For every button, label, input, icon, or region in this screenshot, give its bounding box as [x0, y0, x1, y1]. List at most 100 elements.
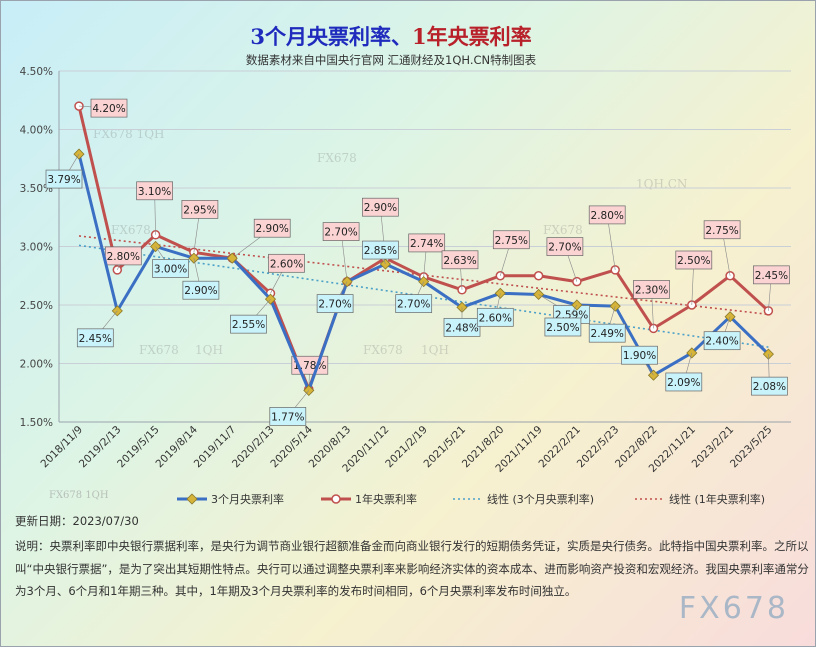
data-label: 2.50% — [546, 322, 579, 334]
y-tick-label: 4.50% — [20, 66, 53, 78]
y-tick-label: 4.00% — [20, 125, 53, 137]
data-label: 2.60% — [270, 258, 303, 270]
legend-item: 线性 (3个月央票利率) — [453, 492, 594, 506]
data-label-box — [182, 280, 220, 300]
data-label-box — [362, 197, 399, 217]
legend-item: 线性 (1年央票利率) — [635, 492, 765, 506]
y-tick-label: 3.00% — [20, 242, 53, 254]
data-label-box — [152, 259, 189, 278]
watermark: FX678 — [317, 151, 357, 165]
data-label: 2.70% — [324, 227, 357, 239]
data-label-box — [90, 98, 128, 118]
data-label: 2.80% — [591, 210, 624, 222]
legend-marker — [331, 494, 341, 504]
data-label: 2.95% — [183, 204, 216, 216]
y-tick-label: 2.00% — [20, 359, 53, 371]
data-label: 3.10% — [138, 186, 171, 198]
data-label-box — [441, 250, 479, 270]
watermark: FX678 1QH — [93, 127, 165, 141]
watermark: FX678 — [111, 223, 151, 237]
data-label: 3.79% — [47, 174, 80, 186]
watermark: FX678 — [139, 343, 179, 357]
data-label: 1.90% — [623, 350, 656, 362]
data-label-box — [675, 250, 713, 270]
legend-label: 线性 (3个月央票利率) — [487, 492, 594, 506]
data-label: 2.60% — [479, 312, 512, 324]
data-label-box — [588, 323, 626, 343]
data-label-box — [703, 220, 741, 240]
data-label: 2.75% — [495, 235, 528, 247]
data-label: 2.09% — [667, 377, 700, 389]
watermark: 1QH — [195, 343, 223, 357]
data-label-box — [230, 314, 267, 334]
data-label-box — [443, 317, 481, 337]
data-label: 2.48% — [445, 322, 478, 334]
data-label-box — [546, 237, 584, 256]
x-tick-label: 2023/5/25 — [728, 424, 775, 471]
watermark: FX678 — [363, 343, 403, 357]
data-label: 3.00% — [154, 264, 187, 276]
chart-plot: 1.50%2.00%2.50%3.00%3.50%4.00%4.50%2018/… — [20, 66, 791, 506]
chart-title-part2: 1年央票利率 — [412, 24, 532, 49]
chart-title-part1: 3个月央票利率、 — [250, 24, 412, 49]
data-label-box — [136, 181, 173, 201]
data-point — [533, 271, 544, 281]
data-label-box — [492, 230, 530, 250]
data-label: 2.70% — [318, 299, 351, 311]
legend-marker — [186, 493, 198, 505]
data-label-box — [322, 222, 360, 241]
data-label-box — [703, 331, 741, 351]
data-label: 2.45% — [755, 270, 788, 282]
data-label-box — [476, 307, 514, 327]
watermark: 1QH — [421, 343, 449, 357]
data-label: 2.70% — [548, 242, 581, 254]
data-label-box — [621, 345, 658, 365]
data-label: 2.08% — [753, 381, 786, 393]
data-label: 2.63% — [443, 255, 476, 267]
data-label-box — [395, 294, 433, 313]
chart-note: 说明：央票利率即中央银行票据利率，是央行为调节商业银行超额准备金而向商业银行发行… — [15, 539, 809, 598]
watermark-logo: FX678 — [678, 591, 789, 626]
data-label: 2.90% — [364, 202, 397, 214]
data-label-box — [408, 233, 446, 253]
data-label-box — [753, 265, 790, 285]
legend-label: 1年央票利率 — [355, 492, 417, 506]
data-label: 2.40% — [705, 336, 738, 348]
data-label-box — [633, 280, 670, 299]
legend-item: 1年央票利率 — [321, 492, 417, 506]
data-label: 2.49% — [591, 328, 624, 340]
data-label: 2.90% — [184, 285, 217, 297]
data-label-box — [588, 205, 626, 225]
data-label: 2.30% — [635, 284, 668, 296]
update-date: 更新日期：2023/07/30 — [15, 514, 139, 528]
data-label-box — [316, 294, 354, 313]
chart-title: 3个月央票利率、1年央票利率 — [1, 21, 781, 51]
data-label-box — [665, 372, 703, 392]
data-label-box — [181, 200, 219, 219]
data-label-box — [253, 218, 291, 238]
y-tick-label: 1.50% — [20, 417, 53, 429]
y-tick-label: 3.50% — [20, 183, 53, 195]
data-label: 2.75% — [705, 225, 738, 237]
data-label: 2.90% — [256, 223, 289, 235]
data-label: 2.45% — [79, 333, 112, 345]
data-label: 2.50% — [677, 255, 710, 267]
data-label-box — [268, 253, 305, 273]
data-label: 4.20% — [92, 103, 125, 115]
data-label-box — [362, 240, 399, 260]
data-label-box — [751, 376, 788, 396]
data-point — [226, 252, 238, 264]
y-tick-label: 2.50% — [20, 300, 53, 312]
data-label: 2.70% — [397, 299, 430, 311]
legend-item: 3个月央票利率 — [177, 492, 284, 506]
data-label-box — [76, 328, 114, 348]
data-label: 2.55% — [232, 319, 265, 331]
watermark: FX678 — [543, 223, 583, 237]
data-label-box — [544, 317, 582, 337]
chart-subtitle: 数据素材来自中国央行官网 汇通财经及1QH.CN特制图表 — [245, 53, 537, 67]
data-label: 1.77% — [271, 411, 304, 423]
watermark: FX678 1QH — [49, 490, 109, 501]
data-label-box — [45, 169, 83, 189]
data-label: 2.74% — [410, 238, 443, 250]
